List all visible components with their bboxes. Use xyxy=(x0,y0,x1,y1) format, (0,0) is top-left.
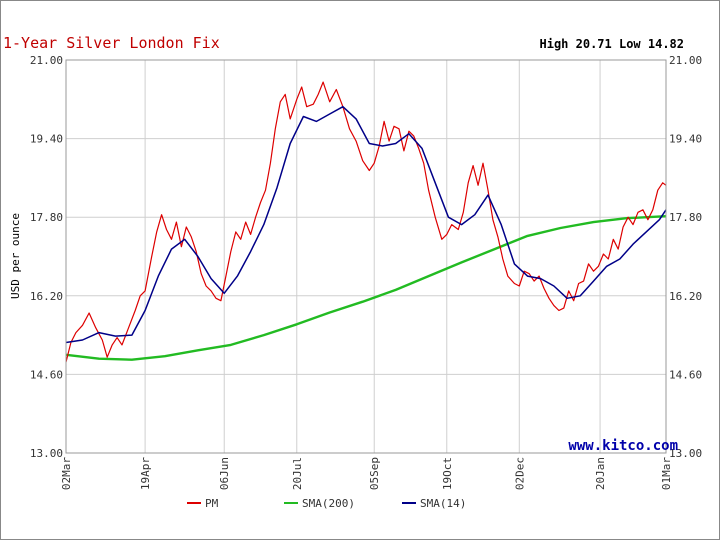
series-line-pm xyxy=(65,81,667,363)
x-tick-label: 06Jun xyxy=(218,457,231,490)
y-tick-label-right: 16.20 xyxy=(669,290,702,303)
series-line-sma-14 xyxy=(65,105,667,344)
plot-area xyxy=(66,60,666,453)
y-tick-label-left: 17.80 xyxy=(30,211,63,224)
y-tick-label-left: 14.60 xyxy=(30,368,63,381)
x-tick-label: 19Apr xyxy=(139,457,152,490)
legend: PM SMA(200) SMA(14) xyxy=(187,497,466,510)
y-tick-label-right: 13.00 xyxy=(669,447,702,460)
x-tick-label: 19Oct xyxy=(441,457,454,490)
series-lines xyxy=(65,81,667,363)
legend-sma200-label: SMA(200) xyxy=(302,497,355,510)
y-tick-label-left: 21.00 xyxy=(30,54,63,67)
brand-watermark: www.kitco.com xyxy=(568,438,678,454)
y-tick-label-right: 21.00 xyxy=(669,54,702,67)
y-tick-label-left: 19.40 xyxy=(30,133,63,146)
x-tick-label: 20Jul xyxy=(291,457,304,490)
x-tick-label: 02Mar xyxy=(60,457,73,490)
x-tick-label: 05Sep xyxy=(368,457,381,490)
y-tick-label-left: 13.00 xyxy=(30,447,63,460)
x-ticks: 02Mar 19Apr 06Jun 20Jul 05Sep 19Oct 02Dec 20Jan… xyxy=(60,457,673,490)
high-low-label: High 20.71 Low 14.82 xyxy=(540,37,685,51)
x-tick-label: 01Mar xyxy=(660,457,673,490)
y-ticks-right: 21.00 19.40 17.80 16.20 14.60 13.00 xyxy=(669,54,702,460)
plot-frame xyxy=(65,59,667,454)
legend-pm-label: PM xyxy=(205,497,219,510)
y-axis-label: USD per ounce xyxy=(9,213,22,299)
chart-title: 1-Year Silver London Fix xyxy=(3,34,220,52)
legend-sma14-label: SMA(14) xyxy=(420,497,466,510)
y-tick-label-right: 17.80 xyxy=(669,211,702,224)
y-tick-label-left: 16.20 xyxy=(30,290,63,303)
series-line-sma-200 xyxy=(65,215,667,361)
x-tick-label: 02Dec xyxy=(513,457,526,490)
y-tick-label-right: 19.40 xyxy=(669,133,702,146)
y-ticks-left: 21.00 19.40 17.80 16.20 14.60 13.00 xyxy=(30,54,63,460)
y-tick-label-right: 14.60 xyxy=(669,368,702,381)
x-tick-label: 20Jan xyxy=(594,457,607,490)
